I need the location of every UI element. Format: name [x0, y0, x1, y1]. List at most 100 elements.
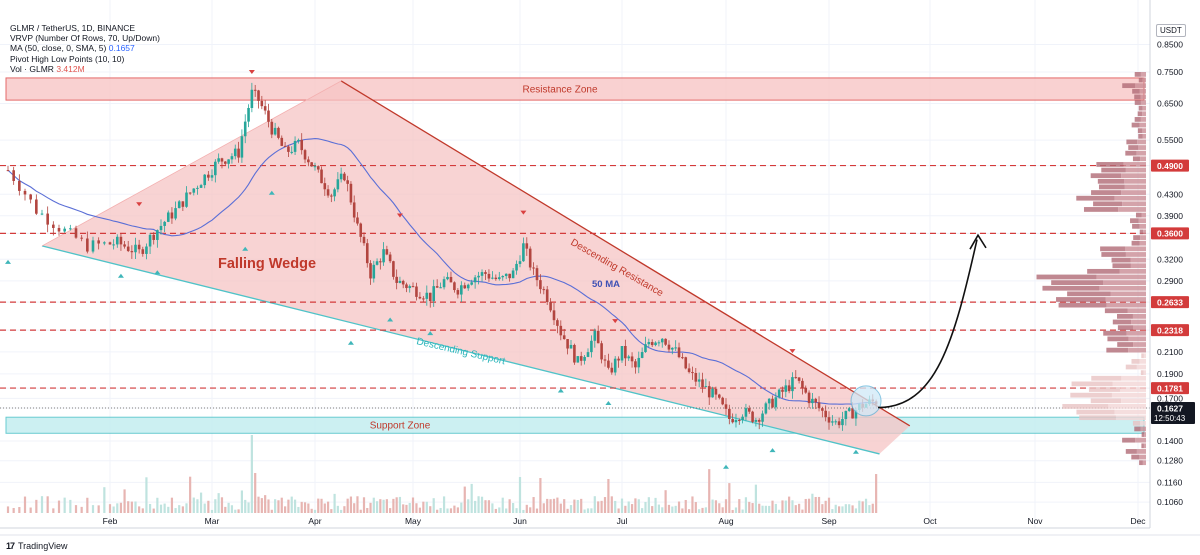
- candle-body: [243, 121, 247, 137]
- volume-bar: [875, 474, 878, 513]
- candle-body: [263, 106, 267, 111]
- volume-profile-row-down: [1090, 173, 1122, 179]
- candle-body: [320, 169, 323, 184]
- volume-bar: [590, 508, 593, 513]
- candle-body: [227, 159, 230, 164]
- volume-profile-row-down: [1131, 358, 1140, 364]
- candle-body: [767, 398, 771, 404]
- candle-body: [375, 261, 379, 265]
- volume-bar: [159, 504, 163, 513]
- candle-body: [277, 127, 280, 138]
- volume-bar: [821, 504, 824, 513]
- candle-body: [754, 419, 758, 422]
- candle-body: [801, 380, 804, 388]
- volume-bar: [644, 501, 647, 513]
- price-tick-label: 0.1160: [1157, 477, 1183, 487]
- volume-bar: [264, 495, 267, 513]
- candle-body: [630, 356, 634, 362]
- volume-bar: [698, 509, 701, 513]
- candle-body: [439, 287, 442, 289]
- candle-body: [847, 408, 851, 411]
- candle-body: [418, 296, 422, 299]
- volume-bar: [731, 509, 734, 513]
- breakout-circle: [850, 385, 882, 417]
- candle-body: [287, 146, 290, 152]
- candle-body: [620, 346, 624, 361]
- volume-profile-row-up: [1139, 454, 1146, 460]
- volume-bar: [138, 506, 141, 513]
- volume-profile-row-down: [1104, 308, 1128, 314]
- volume-bar: [788, 496, 791, 513]
- candle-body: [671, 347, 674, 350]
- volume-profile-row-up: [1121, 375, 1146, 381]
- volume-bar: [552, 498, 556, 513]
- volume-bar: [280, 497, 283, 513]
- volume-bar: [227, 502, 230, 513]
- candle-body: [637, 357, 641, 368]
- legend-ma-value: 0.1657: [108, 43, 135, 54]
- candle-body: [442, 279, 446, 288]
- candle-body: [333, 189, 336, 197]
- pivot-low-marker: [769, 448, 776, 453]
- candles: [6, 82, 878, 431]
- volume-bar: [234, 509, 237, 513]
- volume-bar: [170, 497, 174, 513]
- pivot-low-marker: [154, 270, 161, 275]
- volume-bar: [761, 505, 764, 513]
- candle-body: [640, 352, 644, 358]
- volume-bar: [422, 501, 425, 513]
- volume-profile-row-down: [1067, 291, 1111, 297]
- volume-bar: [477, 496, 480, 513]
- volume-bar: [189, 476, 192, 513]
- candle-body: [425, 292, 429, 299]
- candle-body: [539, 280, 542, 290]
- volume-profile-row-down: [1062, 404, 1109, 409]
- volume-bar: [353, 503, 356, 513]
- volume-profile-row-up: [1142, 133, 1146, 139]
- volume-profile-row-down: [1134, 117, 1141, 122]
- candle-body: [586, 352, 590, 357]
- volume-profile-row-up: [1139, 223, 1146, 229]
- currency-label[interactable]: USDT: [1156, 24, 1186, 37]
- volume-profile-row-down: [1093, 201, 1123, 207]
- volume-bar: [40, 496, 44, 513]
- volume-bar: [691, 496, 694, 513]
- volume-profile-row-up: [1105, 297, 1146, 302]
- volume-profile-row-up: [1106, 302, 1146, 308]
- legend-vrvp[interactable]: VRVP (Number Of Rows, 70, Up/Down): [10, 33, 160, 44]
- volume-profile-row-up: [1132, 313, 1146, 319]
- candle-body: [781, 389, 784, 392]
- volume-bar: [69, 499, 72, 513]
- volume-bar: [535, 508, 539, 513]
- candle-body: [408, 286, 412, 289]
- volume-profile-row-up: [1122, 201, 1146, 207]
- volume-bar: [569, 505, 573, 513]
- volume-bar: [405, 504, 408, 513]
- volume-bar: [529, 507, 532, 513]
- candle-body: [501, 276, 505, 278]
- price-tick-label: 0.8500: [1157, 39, 1183, 49]
- legend-volume[interactable]: Vol · GLMR 3.412M: [10, 64, 160, 74]
- legend-pivot[interactable]: Pivot High Low Points (10, 10): [10, 53, 125, 64]
- candle-body: [834, 421, 838, 423]
- volume-bar: [181, 506, 184, 513]
- level-price-label: 0.4900: [1157, 161, 1183, 171]
- candle-body: [35, 199, 38, 214]
- volume-profile-row-up: [1130, 263, 1146, 269]
- projection-arrow-head: [969, 233, 987, 250]
- volume-bar: [446, 508, 449, 513]
- volume-profile-row-down: [1070, 392, 1112, 398]
- volume-bar: [148, 503, 152, 513]
- volume-bar: [460, 502, 463, 513]
- legend-ma[interactable]: MA (50, close, 0, SMA, 5) 0.1657: [10, 43, 160, 53]
- candle-body: [573, 344, 576, 363]
- volume-bar: [525, 504, 528, 513]
- candle-body: [69, 228, 72, 230]
- volume-bar: [708, 469, 711, 513]
- volume-profile-row-down: [1131, 454, 1140, 460]
- legend-symbol[interactable]: GLMR / TetherUS, 1D, BINANCE: [10, 23, 136, 33]
- volume-bar: [119, 502, 123, 513]
- ma-50-label: 50 MA: [592, 279, 620, 290]
